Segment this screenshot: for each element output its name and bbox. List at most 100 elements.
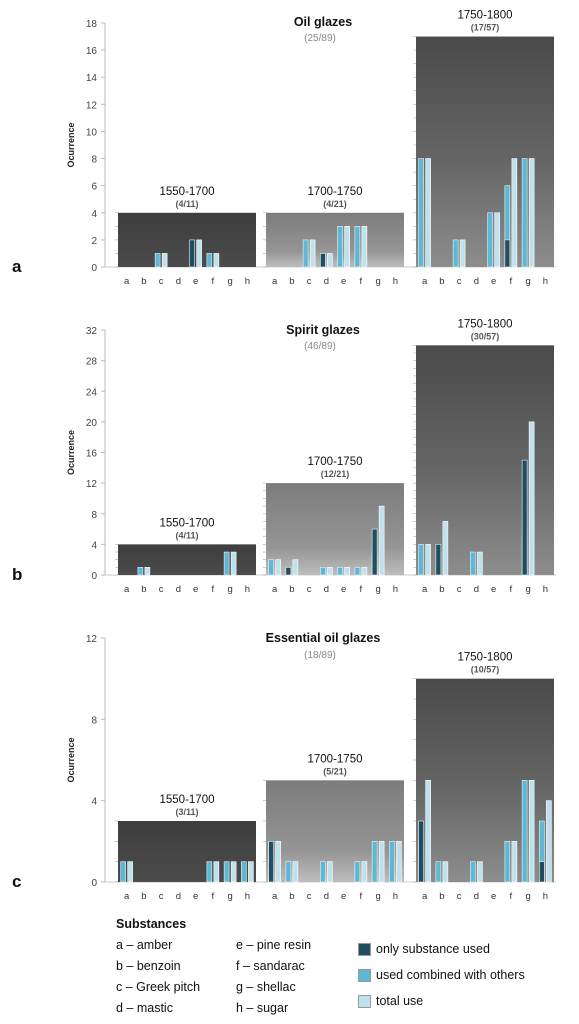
- bar-combined: [137, 567, 144, 576]
- x-tick-label: c: [307, 891, 312, 902]
- bar-combined: [206, 253, 213, 268]
- period-ratio: (3/11): [175, 807, 198, 817]
- x-tick-label: e: [491, 276, 496, 287]
- x-tick-label: f: [360, 891, 363, 902]
- panel-a: 0 2 4 6 8 10 12 14 16 18 Ocurrence a Oil glazes (25/8…: [12, 10, 556, 287]
- y-tick-label: 28: [86, 357, 98, 368]
- bar-total: [425, 158, 431, 268]
- bar-total: [511, 158, 518, 268]
- bar-total: [344, 226, 350, 268]
- bar-combined: [154, 253, 161, 268]
- period-ratio: (10/57): [471, 665, 500, 675]
- period-box: [266, 212, 404, 267]
- bar-combined: [302, 239, 309, 268]
- substance-d: d – mastic: [116, 1001, 173, 1015]
- period-ratio: (5/21): [323, 766, 347, 776]
- bar-total: [425, 780, 431, 883]
- x-tick-label: e: [341, 276, 346, 287]
- x-tick-label: e: [193, 276, 198, 287]
- bar-total: [528, 421, 535, 576]
- key-combined: used combined with others: [376, 968, 525, 982]
- y-tick-label: 2: [91, 236, 97, 247]
- y-tick-label: 0: [91, 878, 97, 889]
- bar-combined: [418, 158, 424, 268]
- key-total: total use: [376, 994, 424, 1008]
- bar-combined: [354, 567, 361, 576]
- bar-combined: [354, 861, 361, 883]
- bar-only: [539, 861, 545, 883]
- x-tick-label: d: [176, 891, 181, 902]
- x-tick-label: a: [272, 584, 278, 595]
- x-tick-label: a: [422, 276, 428, 287]
- x-tick-label: c: [457, 584, 462, 595]
- period-ratio: (4/11): [175, 199, 198, 209]
- x-tick-label: b: [439, 276, 444, 287]
- x-tick-label: a: [422, 584, 428, 595]
- chart-title: Essential oil glazes: [266, 631, 381, 645]
- bar-total: [248, 861, 254, 883]
- period-ratio: (4/11): [175, 530, 198, 540]
- x-tick-label: e: [341, 891, 346, 902]
- y-tick-label: 10: [86, 127, 98, 138]
- y-tick-label: 32: [86, 326, 98, 337]
- bar-combined: [337, 226, 343, 268]
- bar-total: [344, 567, 350, 576]
- bar-combined: [435, 861, 442, 883]
- period-box: [118, 212, 256, 267]
- x-tick-label: d: [176, 584, 181, 595]
- x-tick-label: f: [510, 891, 513, 902]
- x-tick-label: a: [422, 891, 428, 902]
- x-tick-label: e: [491, 891, 496, 902]
- x-tick-label: c: [159, 276, 164, 287]
- x-tick-label: c: [457, 276, 462, 287]
- legend: Substances a – amber b – benzoin c – Gre…: [0, 905, 579, 1024]
- bar-total: [361, 226, 368, 268]
- x-tick-label: b: [439, 891, 444, 902]
- bar-total: [230, 861, 237, 883]
- y-tick-label: 12: [86, 479, 98, 490]
- x-tick-label: h: [393, 891, 398, 902]
- bar-combined: [337, 567, 343, 576]
- x-tick-label: f: [510, 584, 513, 595]
- bar-total: [275, 841, 281, 883]
- substance-b: b – benzoin: [116, 959, 181, 973]
- chart-subtitle: (25/89): [304, 33, 336, 44]
- x-tick-label: h: [245, 891, 250, 902]
- panel-label: a: [12, 257, 22, 276]
- x-tick-label: b: [289, 584, 294, 595]
- bar-only: [285, 567, 292, 576]
- x-tick-label: e: [341, 584, 346, 595]
- bar-combined: [521, 780, 528, 883]
- x-tick-label: a: [124, 891, 130, 902]
- bar-only: [504, 239, 511, 268]
- swatch-combined: [358, 969, 371, 982]
- x-tick-label: d: [176, 276, 181, 287]
- x-tick-label: d: [474, 584, 479, 595]
- bar-total: [292, 861, 299, 883]
- bar-only: [268, 841, 274, 883]
- y-tick-label: 4: [91, 797, 97, 808]
- substances-title: Substances: [116, 917, 187, 931]
- substance-e: e – pine resin: [236, 938, 312, 952]
- x-tick-label: e: [193, 891, 198, 902]
- bar-total: [327, 567, 333, 576]
- bar-total: [327, 861, 333, 883]
- y-tick-label: 4: [91, 209, 97, 220]
- x-tick-label: b: [289, 276, 294, 287]
- x-tick-label: h: [245, 276, 250, 287]
- y-tick-label: 24: [86, 387, 98, 398]
- bar-total: [528, 780, 535, 883]
- bar-total: [378, 841, 385, 883]
- bar-total: [230, 551, 237, 576]
- bar-total: [396, 841, 402, 883]
- bar-combined: [487, 212, 493, 268]
- y-tick-label: 12: [86, 100, 98, 111]
- x-tick-label: h: [543, 891, 548, 902]
- bar-combined: [418, 544, 424, 576]
- x-tick-label: b: [289, 891, 294, 902]
- bar-combined: [223, 861, 230, 883]
- bar-total: [144, 567, 151, 576]
- bar-total: [494, 212, 500, 268]
- y-tick-label: 8: [91, 510, 97, 521]
- substance-c: c – Greek pitch: [116, 980, 201, 994]
